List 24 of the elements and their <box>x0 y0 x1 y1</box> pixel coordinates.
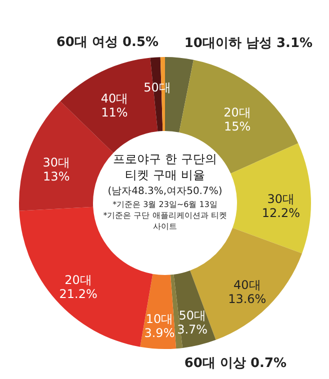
data-label: 3.7% <box>177 322 208 337</box>
text: 프로야구 한 구단의 티켓 구매 비율 <box>113 152 217 182</box>
data-label: 12.2% <box>262 206 300 220</box>
slice-label: 30대 <box>267 192 295 206</box>
slice-label: 40대 <box>100 92 128 106</box>
data-label: 11% <box>101 106 128 120</box>
data-label: 13% <box>43 169 70 184</box>
text: (남자48.3%,여자50.7%) <box>108 186 222 197</box>
slice-label: 40대 <box>234 278 261 292</box>
slice-label: 60대 이상 0.7% <box>184 356 287 372</box>
slice-label: 60대 여성 0.5% <box>56 35 159 50</box>
data-label: 21.2% <box>59 287 98 302</box>
slice-label: 10대이하 남성 3.1% <box>184 36 313 51</box>
data-label: 15% <box>224 119 251 134</box>
text: *기준은 3월 23일~6월 13일 <box>112 200 218 209</box>
slice-label: 50대 <box>178 308 206 323</box>
slice-label: 20대 <box>224 105 251 120</box>
slice-label: 20대 <box>64 273 92 288</box>
slice-label: 30대 <box>42 155 70 170</box>
text: *기준은 구단 애플리케이션과 티켓 사이트 <box>103 211 227 231</box>
data-label: 3.9% <box>144 326 175 340</box>
data-label: 13.6% <box>228 292 266 306</box>
slice-label: 50대 <box>144 80 171 94</box>
slice-label: 10대 <box>146 312 174 326</box>
